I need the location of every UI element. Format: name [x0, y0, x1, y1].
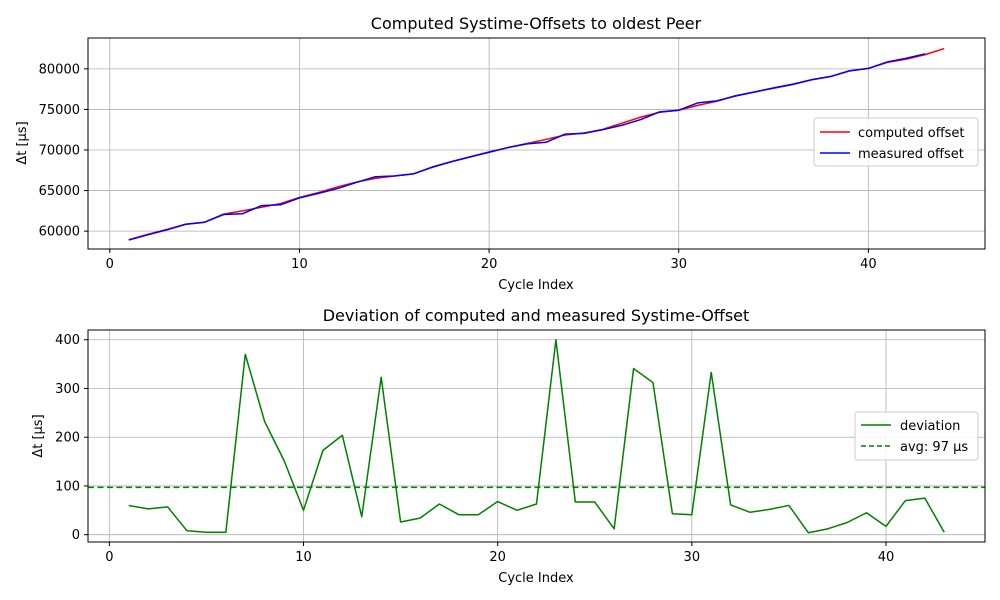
axes-frame-bottom [87, 329, 986, 543]
y-tick-label-bottom: 400 [55, 333, 80, 348]
x-tick-label-bottom: 40 [878, 550, 895, 565]
y-tick-label-top: 80000 [39, 62, 80, 77]
chart-title-bottom: Deviation of computed and measured Systi… [323, 306, 750, 325]
legend-label-computed: computed offset [858, 126, 965, 141]
x-tick-label-top: 20 [481, 257, 498, 272]
legend-top: computed offset measured offset [813, 117, 979, 167]
x-axis-label-bottom: Cycle Index [498, 571, 574, 586]
x-tick-label-top: 40 [860, 257, 877, 272]
ticks-top: 0 10 20 30 40 60000 65000 70000 75000 80000 [39, 62, 877, 272]
y-tick-label-top: 75000 [39, 103, 80, 118]
plot-top: Computed Systime-Offsets to oldest Peer … [15, 14, 986, 293]
plot-bottom: Deviation of computed and measured Systi… [31, 306, 986, 586]
x-tick-label-bottom: 30 [684, 550, 701, 565]
x-axis-label-top: Cycle Index [498, 278, 574, 293]
series-top [128, 47, 945, 241]
series-line-measured-offset [128, 53, 926, 241]
chart-title-top: Computed Systime-Offsets to oldest Peer [371, 14, 702, 33]
y-axis-label-bottom: Δt [µs] [31, 414, 46, 457]
legend-box-bottom [854, 411, 979, 461]
y-tick-label-bottom: 300 [55, 382, 80, 397]
grid-bottom [88, 330, 985, 542]
legend-label-deviation: deviation [900, 419, 960, 434]
x-tick-label-top: 10 [291, 257, 308, 272]
y-axis-label-top: Δt [µs] [15, 121, 30, 164]
legend-box-top [813, 117, 979, 167]
x-tick-label-bottom: 10 [295, 550, 312, 565]
axes-frame-top [87, 37, 986, 250]
x-tick-label-bottom: 0 [105, 550, 113, 565]
y-tick-label-bottom: 100 [55, 479, 80, 494]
legend-label-average: avg: 97 µs [900, 440, 968, 455]
x-tick-label-bottom: 20 [489, 550, 506, 565]
y-tick-label-bottom: 200 [55, 431, 80, 446]
y-tick-label-top: 60000 [39, 225, 80, 240]
y-tick-label-top: 65000 [39, 184, 80, 199]
y-tick-label-bottom: 0 [72, 528, 80, 543]
y-tick-label-top: 70000 [39, 143, 80, 158]
x-tick-label-top: 30 [670, 257, 687, 272]
legend-bottom: deviation avg: 97 µs [854, 411, 979, 461]
legend-label-measured: measured offset [858, 147, 964, 162]
series-bottom [88, 339, 985, 534]
series-line-deviation [128, 339, 945, 534]
x-tick-label-top: 0 [106, 257, 114, 272]
